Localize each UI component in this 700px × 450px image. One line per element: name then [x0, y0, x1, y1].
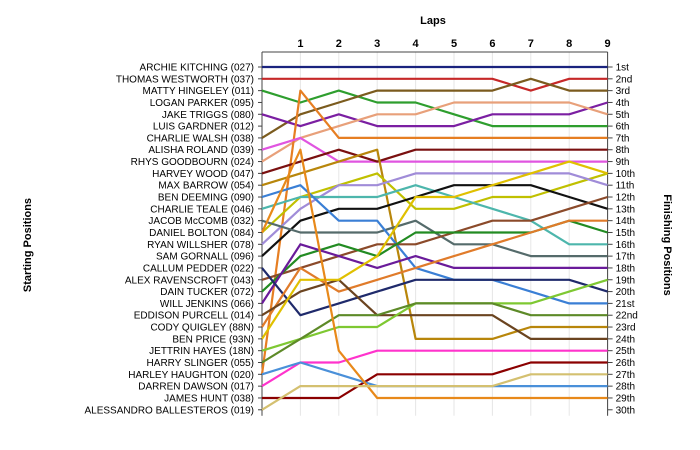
- series-line: [261, 160, 608, 340]
- driver-label: DARREN DAWSON (017): [138, 382, 254, 393]
- x-tick-label: 7: [528, 38, 534, 50]
- driver-label: MATTY HINGELEY (011): [142, 86, 254, 97]
- finishing-position-label: 7th: [616, 133, 630, 144]
- x-tick-label: 2: [336, 38, 342, 50]
- finishing-position-label: 30th: [616, 405, 635, 416]
- series-lines: [260, 65, 608, 411]
- driver-label: CODY QUIGLEY (88N): [150, 323, 254, 334]
- driver-label: JAMES HUNT (038): [164, 393, 254, 404]
- series-line: [262, 361, 608, 400]
- x-tick-label: 8: [566, 38, 572, 50]
- driver-label: WILL JENKINS (066): [160, 299, 254, 310]
- finishing-position-label: 16th: [616, 240, 635, 251]
- x-tick-label: 9: [605, 38, 611, 50]
- driver-label: DAIN TUCKER (072): [160, 287, 254, 298]
- finishing-position-label: 2nd: [616, 74, 633, 85]
- finishing-position-label: 12th: [616, 193, 635, 204]
- finishing-position-label: 4th: [616, 98, 630, 109]
- finishing-position-label: 18th: [616, 263, 635, 274]
- series-line: [261, 148, 608, 175]
- driver-label: BEN PRICE (93N): [172, 334, 254, 345]
- series-line: [261, 101, 608, 128]
- finishing-position-label: 19th: [616, 275, 635, 286]
- driver-label: ALESSANDRO BALLESTEROS (019): [84, 405, 254, 416]
- finishing-position-label: 11th: [616, 181, 635, 192]
- driver-label: SAM GORNALL (096): [156, 252, 254, 263]
- driver-label: ARCHIE KITCHING (027): [140, 63, 254, 74]
- driver-label: EDDISON PURCELL (014): [134, 311, 254, 322]
- series-line: [261, 101, 608, 163]
- y-axis-label-right: Finishing Positions: [661, 194, 673, 295]
- x-tick-label: 5: [451, 38, 457, 50]
- driver-label: BEN DEEMING (090): [158, 193, 254, 204]
- finishing-position-label: 8th: [616, 145, 630, 156]
- chart-grid: [261, 51, 609, 416]
- x-tick-label: 4: [413, 38, 420, 50]
- finishing-position-label: 27th: [616, 370, 635, 381]
- finishing-position-label: 6th: [616, 122, 630, 133]
- driver-label: ALISHA ROLAND (039): [148, 145, 254, 156]
- series-line: [261, 267, 608, 317]
- finishing-position-label: 17th: [616, 252, 635, 263]
- driver-label: JAKE TRIGGS (080): [162, 110, 254, 121]
- driver-label: DANIEL BOLTON (084): [149, 228, 254, 239]
- finishing-position-label: 3rd: [616, 86, 630, 97]
- series-line: [261, 278, 608, 340]
- x-tick-label: 6: [489, 38, 495, 50]
- driver-label: MAX BARROW (054): [158, 181, 254, 192]
- finishing-position-label: 26th: [616, 358, 635, 369]
- finishing-position-label: 21st: [616, 299, 635, 310]
- driver-label: ALEX RAVENSCROFT (043): [125, 275, 254, 286]
- finishing-position-label: 10th: [616, 169, 635, 180]
- x-axis-ticks: 1 2 3 4 5 6 7 8 9: [297, 38, 610, 50]
- series-line: [261, 136, 608, 163]
- series-line: [260, 89, 608, 375]
- series-line: [261, 184, 608, 305]
- finishing-position-labels: 1st2nd3rd4th5th6th7th8th9th10th11th12th1…: [607, 63, 638, 416]
- series-line: [261, 349, 608, 388]
- series-line: [261, 148, 608, 340]
- y-axis-label-left: Starting Positions: [22, 198, 34, 292]
- driver-label: RHYS GOODBOURN (024): [131, 157, 254, 168]
- x-tick-label: 3: [374, 38, 380, 50]
- series-line: [261, 77, 608, 139]
- driver-label: CHARLIE WALSH (038): [147, 133, 254, 144]
- finishing-position-label: 22nd: [616, 311, 638, 322]
- x-tick-label: 1: [297, 38, 303, 50]
- series-line: [262, 77, 608, 92]
- finishing-position-label: 1st: [616, 63, 630, 74]
- driver-label: RYAN WILLSHER (078): [147, 240, 254, 251]
- driver-label: HARRY SLINGER (055): [147, 358, 254, 369]
- driver-label: CALLUM PEDDER (022): [143, 263, 254, 274]
- finishing-position-label: 14th: [616, 216, 635, 227]
- driver-label: CHARLIE TEALE (046): [150, 204, 254, 215]
- driver-label: LOGAN PARKER (095): [150, 98, 254, 109]
- series-line: [261, 195, 608, 281]
- starting-position-labels: ARCHIE KITCHING (027)THOMAS WESTWORTH (0…: [84, 63, 262, 416]
- finishing-position-label: 23rd: [616, 323, 636, 334]
- finishing-position-label: 29th: [616, 393, 635, 404]
- finishing-position-label: 9th: [616, 157, 630, 168]
- series-line: [261, 302, 608, 364]
- driver-label: LUIS GARDNER (012): [153, 122, 254, 133]
- driver-label: JETTRIN HAYES (18N): [149, 346, 254, 357]
- driver-label: HARVEY WOOD (047): [152, 169, 254, 180]
- series-line: [261, 373, 608, 411]
- finishing-position-label: 5th: [616, 110, 630, 121]
- finishing-position-label: 20th: [616, 287, 635, 298]
- finishing-position-label: 25th: [616, 346, 635, 357]
- finishing-position-label: 28th: [616, 382, 635, 393]
- driver-label: JACOB McCOMB (032): [148, 216, 254, 227]
- chart-title: Laps: [420, 15, 446, 27]
- series-line: [261, 148, 608, 400]
- finishing-position-label: 13th: [616, 204, 635, 215]
- driver-label: THOMAS WESTWORTH (037): [116, 74, 254, 85]
- finishing-position-label: 24th: [616, 334, 635, 345]
- finishing-position-label: 15th: [616, 228, 635, 239]
- driver-label: HARLEY HAUGHTON (020): [128, 370, 254, 381]
- series-line: [261, 184, 608, 257]
